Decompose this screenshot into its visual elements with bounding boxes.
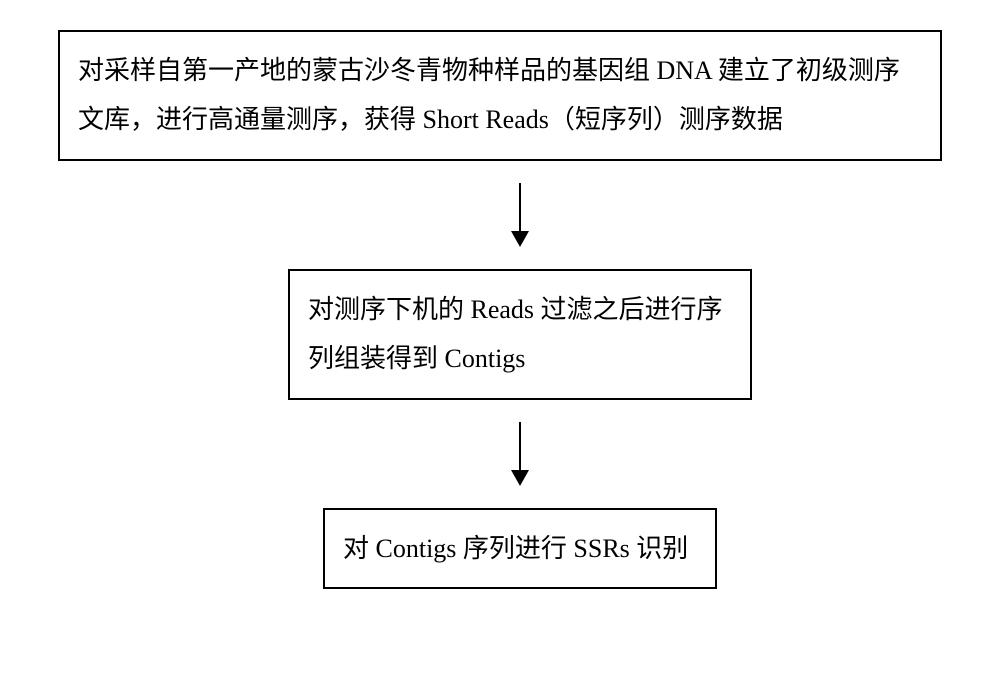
- arrow-icon: [511, 183, 529, 247]
- arrow-icon: [511, 422, 529, 486]
- flow-box-step3: 对 Contigs 序列进行 SSRs 识别: [323, 508, 717, 589]
- flow-box-step2: 对测序下机的 Reads 过滤之后进行序列组装得到 Contigs: [288, 269, 752, 400]
- flow-box-step1: 对采样自第一产地的蒙古沙冬青物种样品的基因组 DNA 建立了初级测序文库，进行高…: [58, 30, 942, 161]
- flowchart: 对采样自第一产地的蒙古沙冬青物种样品的基因组 DNA 建立了初级测序文库，进行高…: [60, 30, 940, 589]
